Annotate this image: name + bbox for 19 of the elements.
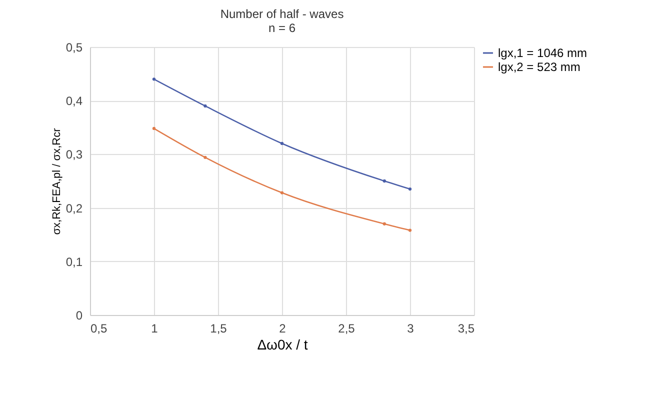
x-tick-label: 2,5 xyxy=(338,322,356,336)
x-tick-label: 3,5 xyxy=(458,322,475,336)
y-tick-label: 0,3 xyxy=(66,148,83,162)
chart-subtitle: n = 6 xyxy=(268,21,296,35)
y-axis-title: σx,Rk,FEA,pl / σx,Rcr xyxy=(50,128,63,235)
x-tick-label: 1 xyxy=(151,322,158,336)
y-tick-label: 0,2 xyxy=(66,201,83,216)
chart-title: Number of half - waves xyxy=(220,7,344,21)
x-tick-label: 1,5 xyxy=(210,322,228,336)
y-tick-label: 0,5 xyxy=(66,40,83,54)
x-tick-label: 0,5 xyxy=(90,322,108,336)
y-tick-label: 0 xyxy=(76,308,83,322)
legend-label: lgx,2 = 523 mm xyxy=(498,60,580,74)
x-tick-label: 2 xyxy=(279,322,286,336)
x-axis-title: Δω0x / t xyxy=(257,336,308,352)
x-tick-label: 3 xyxy=(407,322,414,336)
y-tick-label: 0,1 xyxy=(66,254,83,269)
legend-label: lgx,1 = 1046 mm xyxy=(498,46,588,60)
y-tick-label: 0,4 xyxy=(66,94,83,108)
